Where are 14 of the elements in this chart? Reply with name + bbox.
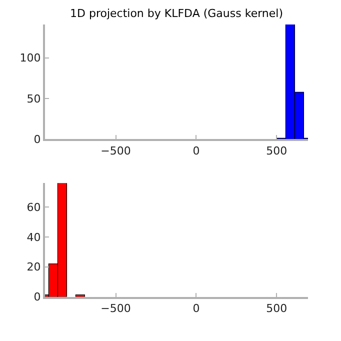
x-tick-label: −500 [100,302,131,315]
x-tick-label: 0 [192,144,200,158]
y-tick-label: 0 [34,132,41,146]
y-tick-label: 100 [20,52,41,65]
y-tick-label: 0 [34,290,41,304]
x-tick-label: 500 [266,144,288,158]
y-tick-label: 40 [26,230,41,244]
y-tick-label: 60 [26,200,41,214]
x-tick-label: 0 [192,302,200,315]
x-tick-label: 500 [266,302,288,315]
y-tick-label: 20 [26,260,41,274]
y-tick-label: 50 [26,92,41,106]
chart-title: 1D projection by KLFDA (Gauss kernel) [70,7,284,20]
x-tick-label: −500 [100,144,131,158]
